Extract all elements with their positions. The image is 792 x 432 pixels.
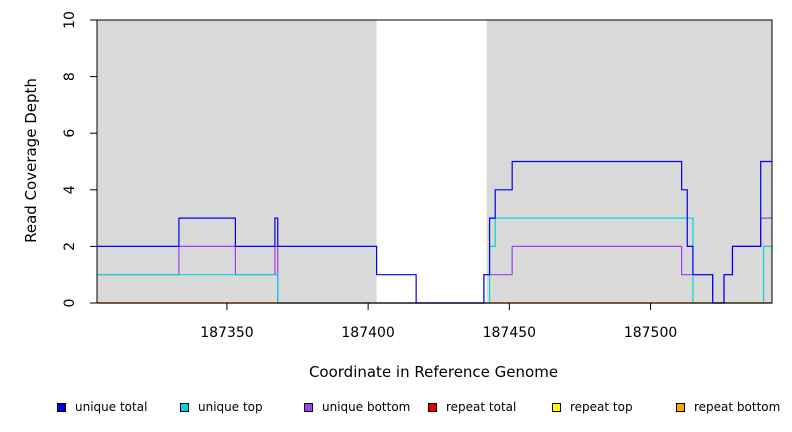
legend-item-unique-top: unique top (180, 400, 263, 414)
legend-item-repeat-top: repeat top (552, 400, 633, 414)
legend-swatch (676, 402, 685, 412)
legend-label: unique total (75, 400, 148, 414)
legend-label: repeat bottom (694, 400, 781, 414)
y-axis: 0 2 4 6 8 10 (62, 11, 97, 307)
legend-item-unique-total: unique total (57, 400, 147, 414)
y-tick-label: 2 (62, 242, 78, 251)
x-tick-label: 187350 (200, 325, 253, 341)
legend-swatch (180, 402, 189, 412)
legend-label: unique bottom (322, 400, 411, 414)
x-axis: 187350 187400 187450 187500 (200, 303, 677, 341)
y-tick-label: 6 (62, 129, 78, 138)
legend-item-repeat-total: repeat total (428, 400, 516, 414)
x-axis-title: Coordinate in Reference Genome (309, 363, 558, 381)
legend: unique total unique top unique bottom repea… (0, 400, 792, 420)
x-tick-label: 187450 (483, 325, 536, 341)
y-tick-label: 4 (62, 185, 78, 194)
y-tick-label: 10 (62, 11, 78, 29)
legend-item-unique-bottom: unique bottom (304, 400, 410, 414)
coverage-chart: 187350 187400 187450 187500 0 2 4 6 8 10 Coordin… (22, 11, 773, 381)
series-line-unique-total (97, 160, 772, 304)
x-tick-label: 187400 (341, 325, 394, 341)
legend-label: repeat top (570, 400, 633, 414)
plot-frame (96, 19, 773, 304)
legend-swatch (304, 402, 313, 412)
legend-swatch (428, 402, 437, 412)
y-tick-label: 8 (62, 72, 78, 81)
legend-label: repeat total (446, 400, 517, 414)
legend-label: unique top (198, 400, 263, 414)
legend-item-repeat-bottom: repeat bottom (676, 400, 780, 414)
y-tick-label: 0 (62, 299, 78, 308)
y-axis-title: Read Coverage Depth (22, 78, 40, 243)
legend-swatch (552, 402, 561, 412)
legend-swatch (57, 402, 66, 412)
x-tick-label: 187500 (624, 325, 677, 341)
shaded-region-1 (97, 20, 377, 303)
